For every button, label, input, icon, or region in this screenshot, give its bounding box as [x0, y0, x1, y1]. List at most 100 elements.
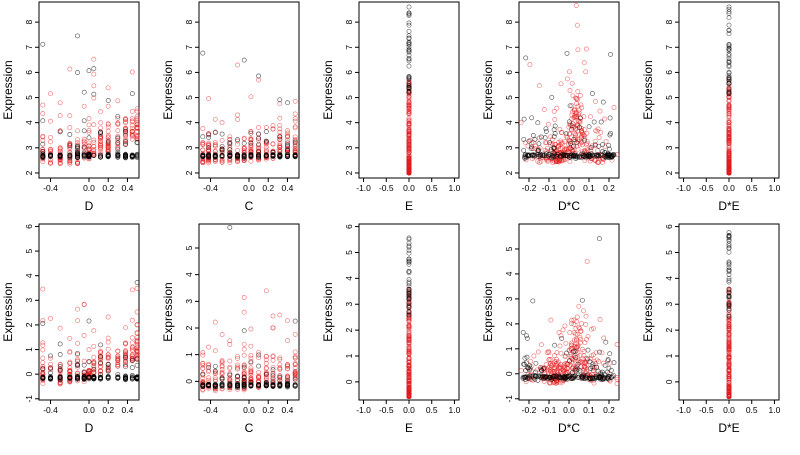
- x-tick-label: 0.4: [122, 183, 134, 193]
- x-axis-title: E: [405, 421, 413, 435]
- data-point-black: [406, 286, 412, 292]
- data-point-black: [263, 379, 269, 385]
- data-point-black: [277, 381, 283, 387]
- data-point-black: [726, 48, 732, 54]
- y-axis: 0 1 2 3 4 5 6: [664, 224, 679, 384]
- data-point-black: [607, 351, 613, 357]
- data-point-black: [559, 335, 565, 341]
- data-point-red: [406, 384, 412, 390]
- data-point-black: [553, 373, 559, 379]
- data-point-black: [726, 15, 732, 21]
- data-point-black: [726, 314, 732, 320]
- data-point-red: [40, 355, 46, 361]
- data-point-red: [270, 325, 276, 331]
- data-point-red: [241, 352, 247, 358]
- data-point-red: [595, 160, 601, 165]
- data-point-red: [48, 355, 53, 361]
- y-tick-label: 2: [24, 170, 34, 175]
- data-point-red: [569, 103, 575, 109]
- data-point-red: [285, 363, 290, 369]
- data-point-red: [40, 318, 46, 324]
- data-point-red: [105, 354, 111, 360]
- data-point-black: [227, 147, 233, 153]
- data-point-red: [406, 336, 412, 342]
- data-point-red: [115, 121, 121, 127]
- data-point-red: [270, 126, 276, 132]
- data-point-red: [200, 350, 206, 355]
- data-point-red: [91, 343, 97, 349]
- data-point-black: [611, 152, 617, 158]
- data-point-red: [81, 333, 87, 338]
- data-point-red: [98, 109, 103, 115]
- data-point-red: [584, 336, 590, 342]
- data-point-red: [248, 146, 254, 152]
- data-point-red: [726, 323, 732, 329]
- data-point-red: [235, 377, 240, 383]
- x-axis-title: C: [245, 199, 254, 213]
- data-point-red: [129, 119, 135, 125]
- data-point-red: [726, 103, 732, 109]
- data-point-red: [134, 322, 140, 328]
- data-point-black: [522, 374, 528, 380]
- data-point-red: [292, 362, 298, 368]
- data-point-black: [598, 376, 604, 382]
- data-point-black: [726, 267, 732, 273]
- data-point-red: [548, 368, 554, 374]
- data-point-red: [219, 120, 225, 126]
- y-axis: 0 1 2 3 4 5: [184, 245, 199, 384]
- x-tick-label: -0.4: [203, 405, 218, 415]
- data-point-black: [263, 383, 269, 389]
- data-point-black: [588, 145, 594, 151]
- x-axis: -1.0 -0.5 0.0 0.5 1.0: [356, 178, 461, 193]
- y-axis: 2 3 4 5 6 7 8: [344, 19, 359, 175]
- data-point-black: [726, 51, 732, 57]
- data-point-red: [40, 340, 46, 346]
- data-point-red: [292, 134, 298, 140]
- data-point-red: [575, 342, 581, 348]
- data-point-red: [532, 145, 538, 151]
- data-point-black: [292, 383, 298, 389]
- data-point-red: [67, 113, 73, 119]
- data-point-black: [575, 361, 581, 367]
- y-axis: 2 3 4 5 6 7 8: [24, 19, 39, 175]
- data-point-black: [241, 381, 247, 387]
- data-point-black: [574, 367, 579, 373]
- y-tick-label: 5: [504, 246, 514, 251]
- y-tick-label: 2: [664, 170, 674, 175]
- data-point-black: [521, 154, 527, 160]
- y-tick-label: -1: [24, 395, 34, 403]
- data-point-black: [206, 145, 212, 151]
- data-point-red: [48, 139, 53, 145]
- data-point-red: [91, 83, 97, 89]
- data-point-black: [277, 374, 283, 380]
- data-point-black: [219, 152, 225, 158]
- data-point-black: [582, 137, 588, 143]
- data-point-black: [566, 358, 572, 364]
- data-point-black: [589, 375, 595, 381]
- y-tick-label: 6: [664, 70, 674, 75]
- data-point-black: [248, 140, 254, 146]
- data-point-red: [86, 347, 92, 353]
- data-point-red: [576, 324, 582, 330]
- data-point-black: [533, 373, 539, 379]
- data-point-red: [406, 128, 412, 134]
- data-point-red: [726, 382, 732, 388]
- data-point-red: [81, 103, 87, 109]
- y-tick-label: 2: [24, 322, 34, 327]
- data-point-red: [611, 105, 617, 110]
- y-tick-label: 2: [504, 321, 514, 326]
- y-tick-label: 4: [184, 120, 194, 125]
- x-tick-label: -0.5: [379, 405, 394, 415]
- data-point-red: [75, 137, 80, 143]
- data-point-black: [270, 379, 276, 385]
- data-point-red: [277, 115, 283, 121]
- points: [40, 280, 140, 387]
- data-point-red: [67, 125, 73, 131]
- data-point-black: [726, 64, 732, 70]
- data-point-black: [270, 152, 276, 158]
- y-tick-label: 5: [24, 248, 34, 253]
- data-point-red: [40, 102, 46, 108]
- data-point-black: [530, 152, 536, 158]
- data-point-red: [562, 146, 568, 152]
- data-point-red: [573, 95, 578, 101]
